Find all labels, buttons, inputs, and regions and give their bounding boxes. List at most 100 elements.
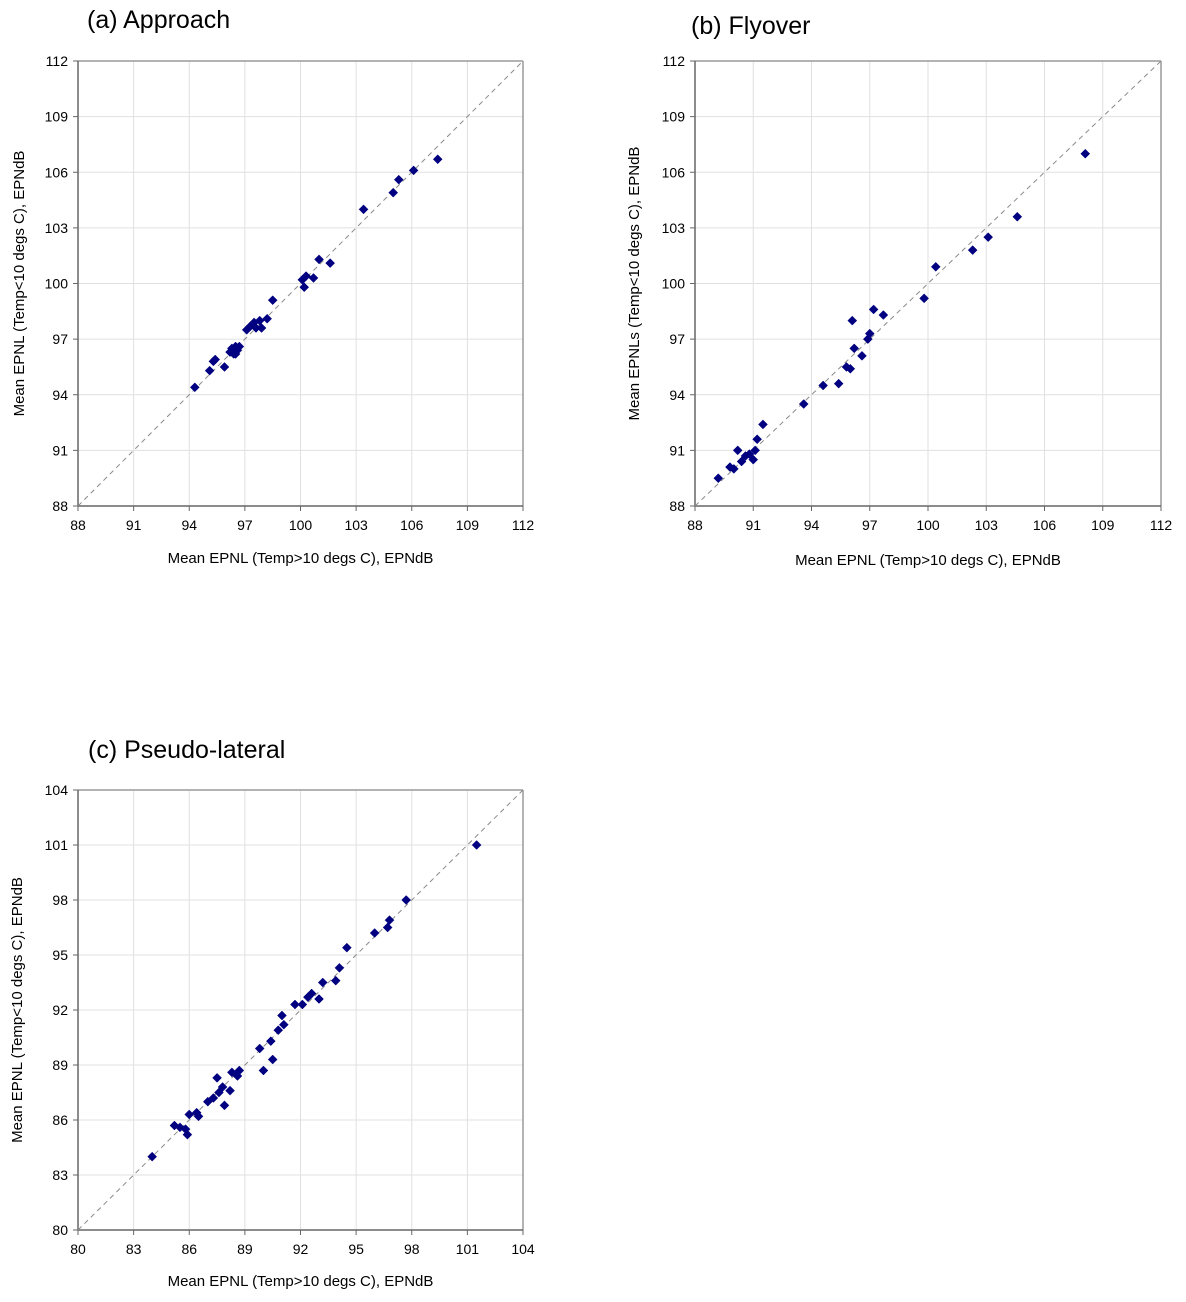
chart-b-point — [833, 378, 844, 389]
chart-c-xtick-label: 83 — [126, 1241, 142, 1257]
chart-c-xtick-label: 86 — [181, 1241, 197, 1257]
chart-b-ytick-label: 112 — [663, 53, 686, 69]
chart-b-xtick-label: 88 — [687, 517, 703, 533]
chart-b-ylabel: Mean EPNLs (Temp<10 degs C), EPNdB — [626, 147, 643, 421]
chart-c-point — [254, 1043, 265, 1054]
chart-a-xtick-label: 97 — [237, 517, 253, 533]
chart-a-xtick-label: 112 — [512, 517, 535, 533]
chart-a-xtick-label: 91 — [126, 517, 142, 533]
chart-b-point — [732, 445, 743, 456]
chart-b-point — [967, 245, 978, 255]
chart-flyover: (b) Flyover 88 88 91 91 94 94 97 97 100 100 103 103 1… — [615, 0, 1186, 585]
chart-c-ytick-label: 83 — [52, 1167, 68, 1183]
chart-a-point — [204, 365, 215, 376]
chart-b-point — [744, 449, 755, 459]
chart-c-point — [258, 1065, 269, 1076]
chart-b-point — [857, 350, 867, 361]
chart-b-xtick-label: 100 — [916, 517, 940, 533]
chart-a-point — [432, 154, 443, 165]
chart-b-point — [919, 293, 929, 304]
chart-c-xtick-label: 95 — [348, 1241, 364, 1257]
chart-b-xtick-label: 109 — [1091, 517, 1115, 533]
chart-a-ytick-label: 109 — [45, 109, 69, 125]
chart-b-point — [845, 363, 856, 374]
chart-b-xtick-label: 112 — [1150, 517, 1173, 533]
chart-a-point — [267, 295, 278, 306]
chart-b-point — [847, 315, 858, 326]
chart-c-point — [369, 928, 380, 938]
chart-c-point — [290, 999, 300, 1010]
chart-c-ytick-label: 92 — [52, 1002, 68, 1018]
chart-a-ytick-label: 112 — [46, 53, 69, 69]
chart-a-ylabel: Mean EPNL (Temp<10 degs C), EPNdB — [11, 151, 28, 417]
chart-c-ytick-label: 80 — [52, 1222, 68, 1238]
chart-b-point — [868, 304, 879, 315]
chart-a-point — [299, 282, 310, 293]
chart-b-ytick-label: 91 — [669, 442, 685, 458]
chart-a-ytick-label: 106 — [45, 164, 69, 180]
chart-a-point — [314, 254, 324, 265]
chart-c-xlabel: Mean EPNL (Temp>10 degs C), EPNdB — [168, 1273, 434, 1290]
chart-a-title: (a) Approach — [87, 6, 230, 34]
chart-a-point — [234, 341, 245, 352]
chart-b-point — [752, 434, 762, 445]
chart-c-xtick-label: 101 — [456, 1241, 480, 1257]
chart-c-xtick-label: 80 — [70, 1241, 86, 1257]
chart-a-xtick-label: 94 — [181, 517, 197, 533]
chart-c-point — [212, 1072, 222, 1083]
chart-c-point — [225, 1085, 235, 1096]
chart-a-point — [189, 382, 200, 393]
chart-b-ytick-label: 103 — [662, 220, 686, 236]
chart-a-xtick-label: 106 — [400, 517, 424, 533]
chart-a-xlabel: Mean EPNL (Temp>10 degs C), EPNdB — [168, 550, 434, 567]
chart-a-ytick-label: 103 — [45, 220, 69, 236]
chart-c-point — [265, 1036, 276, 1047]
chart-c-point — [382, 922, 393, 933]
chart-a-ytick-label: 97 — [52, 331, 68, 347]
chart-c-point — [273, 1025, 284, 1036]
chart-c-point — [384, 915, 395, 926]
chart-c-ytick-label: 101 — [45, 837, 69, 853]
chart-b-ytick-label: 100 — [662, 276, 686, 292]
chart-b-xtick-label: 91 — [745, 517, 761, 533]
chart-c-point — [306, 988, 317, 999]
chart-c-ylabel: Mean EPNL (Temp<10 degs C), EPNdB — [9, 877, 26, 1143]
chart-b-point — [1080, 148, 1091, 159]
chart-b-point — [713, 473, 724, 484]
chart-c-ytick-label: 104 — [45, 782, 69, 798]
chart-a-point — [358, 204, 369, 215]
chart-c-point — [471, 840, 482, 850]
chart-c-ytick-label: 98 — [52, 892, 68, 908]
chart-c-point — [401, 895, 412, 905]
chart-c-point — [277, 1010, 287, 1021]
chart-a-point — [219, 362, 230, 372]
chart-c-point — [330, 975, 341, 986]
chart-c-point — [208, 1093, 219, 1103]
chart-c-point — [217, 1082, 228, 1092]
chart-b-point — [878, 310, 889, 320]
chart-a-ytick-label: 94 — [52, 387, 68, 403]
chart-a-point — [262, 313, 272, 324]
chart-c-point — [334, 962, 345, 973]
chart-b-title: (b) Flyover — [691, 12, 810, 40]
chart-c-point — [317, 977, 328, 988]
chart-c-xtick-label: 98 — [404, 1241, 420, 1257]
chart-b-point — [728, 464, 739, 474]
chart-a-point — [308, 273, 319, 283]
chart-b-point — [758, 419, 768, 430]
chart-b-ytick-label: 94 — [669, 387, 685, 403]
chart-a-ytick-label: 91 — [52, 442, 68, 458]
chart-b-point — [798, 399, 809, 409]
chart-c-point — [193, 1111, 204, 1122]
chart-b-xtick-label: 94 — [804, 517, 820, 533]
chart-c-point — [147, 1151, 158, 1162]
chart-a-point — [210, 354, 221, 365]
chart-pseudo-lateral: (c) Pseudo-lateral 80 80 83 83 86 86 89 89 92 92 95… — [0, 728, 560, 1302]
chart-b-ytick-label: 109 — [662, 109, 686, 125]
chart-a-xtick-label: 103 — [344, 517, 368, 533]
chart-b-point — [736, 456, 747, 467]
chart-c-xtick-label: 104 — [511, 1241, 535, 1257]
chart-b-xtick-label: 103 — [975, 517, 999, 533]
